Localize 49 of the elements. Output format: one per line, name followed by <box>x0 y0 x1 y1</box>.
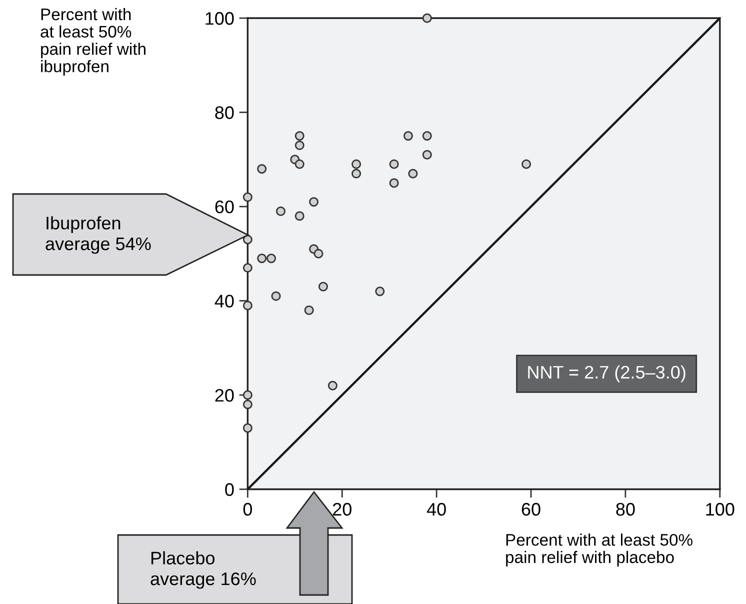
y-tick-label: 40 <box>214 294 234 308</box>
point <box>257 254 267 264</box>
text: Percent with at least 50% pain relief with ibuprofen <box>40 8 146 76</box>
point <box>242 263 252 273</box>
y-tick-label: 20 <box>215 388 234 402</box>
point <box>294 140 304 150</box>
point <box>242 390 252 400</box>
point <box>242 400 252 410</box>
x-tick-label: 0 <box>243 502 252 516</box>
point <box>266 254 276 264</box>
point <box>276 206 286 216</box>
x-tick-label: 100 <box>706 502 734 516</box>
point <box>389 178 399 188</box>
point <box>328 380 338 390</box>
y-tick-label: 60 <box>215 200 234 214</box>
point <box>314 248 324 258</box>
point <box>294 159 304 169</box>
text: Ibuprofen average 54% <box>46 216 151 254</box>
point <box>422 13 432 23</box>
point <box>403 131 413 141</box>
y-tick-label: 0 <box>225 483 234 496</box>
point <box>408 168 418 178</box>
point <box>422 150 432 160</box>
point <box>352 168 362 178</box>
y-tick-label: 80 <box>215 106 234 120</box>
point <box>242 423 252 433</box>
point <box>257 164 267 174</box>
point <box>522 159 532 169</box>
point <box>389 159 399 169</box>
point <box>242 192 252 202</box>
x-tick-label: 80 <box>616 502 635 516</box>
point <box>375 286 385 296</box>
text: Placebo average 16% <box>150 551 256 589</box>
x-tick-label: 60 <box>522 502 540 516</box>
point <box>242 300 252 310</box>
point <box>294 211 304 221</box>
x-axis-title: Percent with at least 50% pain relief with placebo <box>506 534 692 566</box>
point <box>352 159 362 169</box>
y-tick-label: 100 <box>206 12 234 25</box>
point <box>304 305 314 315</box>
point <box>309 197 319 207</box>
point <box>271 291 281 301</box>
point <box>242 234 252 244</box>
annotation: NNT = 2.7 (2.5–3.0) <box>528 365 686 382</box>
x-tick-label: 40 <box>426 502 446 516</box>
x-tick-label: 20 <box>332 502 352 516</box>
point <box>294 131 304 141</box>
point <box>422 131 432 141</box>
point <box>318 282 328 292</box>
